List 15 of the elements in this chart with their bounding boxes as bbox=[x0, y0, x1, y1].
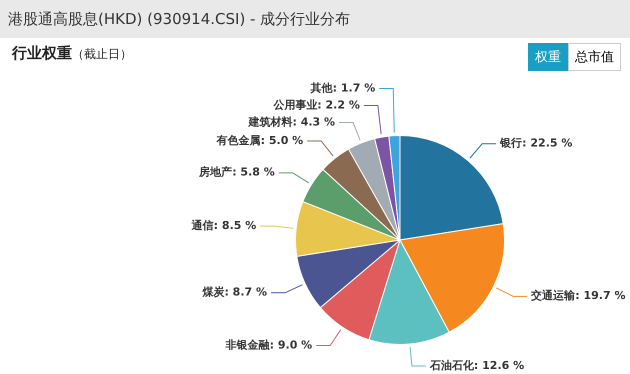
slice-label: 交通运输: 19.7 % bbox=[530, 289, 626, 302]
slice-label: 非银金融: 9.0 % bbox=[224, 338, 312, 352]
slice-label: 建筑材料: 4.3 % bbox=[247, 115, 336, 128]
slice-label: 有色金属: 5.0 % bbox=[216, 134, 304, 147]
slice-label: 房地产: 5.8 % bbox=[198, 166, 275, 179]
slice-label: 其他: 1.7 % bbox=[310, 81, 376, 94]
slice-label: 通信: 8.5 % bbox=[190, 218, 256, 232]
slice-label: 煤炭: 8.7 % bbox=[201, 286, 268, 299]
slice-label: 公用事业: 2.2 % bbox=[272, 98, 360, 112]
text: 总市值 bbox=[568, 43, 621, 71]
slice-label: 银行: 22.5 % bbox=[499, 136, 572, 150]
slice-label: 石油石化: 12.6 % bbox=[428, 358, 524, 372]
text: （截止日） bbox=[72, 47, 132, 61]
chart-title: 港股通高股息(HKD) (930914.CSI) - 成分行业分布 bbox=[0, 0, 630, 38]
text: 权重 bbox=[528, 43, 568, 71]
